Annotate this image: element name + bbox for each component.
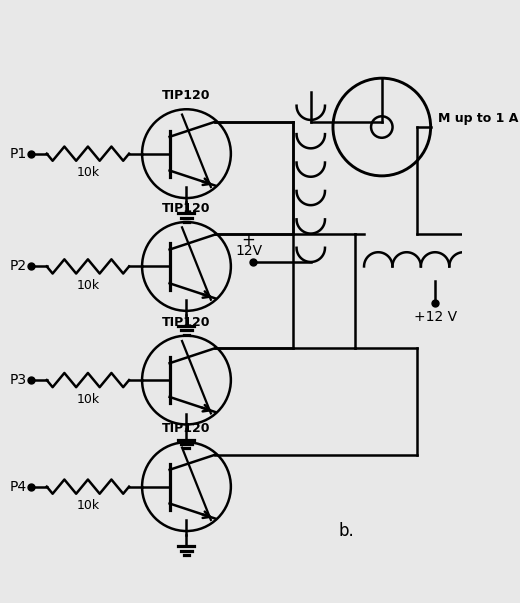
Text: TIP120: TIP120 xyxy=(162,422,211,435)
Text: P2: P2 xyxy=(9,259,27,273)
Text: TIP120: TIP120 xyxy=(162,89,211,102)
Text: 10k: 10k xyxy=(76,279,99,292)
Text: +: + xyxy=(242,231,255,248)
Text: 10k: 10k xyxy=(76,166,99,179)
Text: 12V: 12V xyxy=(235,244,262,257)
Text: P3: P3 xyxy=(9,373,27,387)
Text: P1: P1 xyxy=(9,147,27,160)
Text: 10k: 10k xyxy=(76,393,99,405)
Text: +12 V: +12 V xyxy=(413,310,457,324)
Text: TIP120: TIP120 xyxy=(162,315,211,329)
Text: TIP120: TIP120 xyxy=(162,202,211,215)
Text: 10k: 10k xyxy=(76,499,99,512)
Text: M up to 1 A: M up to 1 A xyxy=(438,112,518,125)
Text: P4: P4 xyxy=(9,479,27,494)
Text: b.: b. xyxy=(339,522,354,540)
